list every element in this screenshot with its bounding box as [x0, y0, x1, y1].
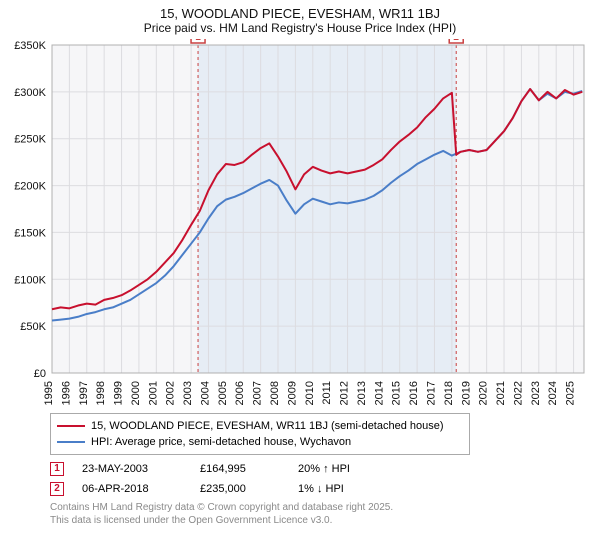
- svg-text:2001: 2001: [147, 381, 159, 405]
- svg-text:2011: 2011: [321, 381, 333, 405]
- svg-text:1: 1: [195, 39, 201, 43]
- svg-text:2024: 2024: [547, 381, 559, 405]
- svg-text:2: 2: [453, 39, 459, 43]
- footer-line-1: Contains HM Land Registry data © Crown c…: [50, 501, 592, 514]
- legend-swatch-property: [57, 425, 85, 427]
- chart-subtitle: Price paid vs. HM Land Registry's House …: [8, 21, 592, 35]
- svg-text:2021: 2021: [495, 381, 507, 405]
- event-date-1: 23-MAY-2003: [82, 459, 182, 479]
- svg-text:1998: 1998: [95, 381, 107, 405]
- svg-text:2016: 2016: [408, 381, 420, 405]
- event-pct-1: 20% ↑ HPI: [298, 459, 388, 479]
- legend-item-property: 15, WOODLAND PIECE, EVESHAM, WR11 1BJ (s…: [57, 418, 463, 434]
- svg-text:£250K: £250K: [14, 134, 46, 146]
- event-row-2: 2 06-APR-2018 £235,000 1% ↓ HPI: [50, 479, 592, 499]
- svg-text:2006: 2006: [234, 381, 246, 405]
- svg-text:2015: 2015: [391, 381, 403, 405]
- event-marker-1: 1: [50, 462, 64, 476]
- svg-text:1999: 1999: [113, 381, 125, 405]
- svg-text:2018: 2018: [443, 381, 455, 405]
- svg-text:£150K: £150K: [14, 227, 46, 239]
- svg-text:2004: 2004: [199, 381, 211, 405]
- svg-text:2009: 2009: [286, 381, 298, 405]
- svg-text:1997: 1997: [78, 381, 90, 405]
- legend-label-property: 15, WOODLAND PIECE, EVESHAM, WR11 1BJ (s…: [91, 418, 444, 434]
- event-table: 1 23-MAY-2003 £164,995 20% ↑ HPI 2 06-AP…: [50, 459, 592, 499]
- svg-text:2010: 2010: [304, 381, 316, 405]
- svg-text:2000: 2000: [130, 381, 142, 405]
- svg-text:£350K: £350K: [14, 40, 46, 52]
- chart-area: £0 £50K £100K £150K £200K £250K £300K £350K 1995…: [8, 39, 592, 407]
- legend-label-hpi: HPI: Average price, semi-detached house,…: [91, 434, 351, 450]
- svg-text:£50K: £50K: [20, 321, 46, 333]
- event-marker-2: 2: [50, 482, 64, 496]
- svg-text:£100K: £100K: [14, 274, 46, 286]
- svg-text:2020: 2020: [478, 381, 490, 405]
- svg-text:2012: 2012: [339, 381, 351, 405]
- event-price-1: £164,995: [200, 459, 280, 479]
- svg-text:1996: 1996: [60, 381, 72, 405]
- svg-text:2017: 2017: [425, 381, 437, 405]
- event-row-1: 1 23-MAY-2003 £164,995 20% ↑ HPI: [50, 459, 592, 479]
- legend-swatch-hpi: [57, 441, 85, 443]
- svg-text:2005: 2005: [217, 381, 229, 405]
- legend: 15, WOODLAND PIECE, EVESHAM, WR11 1BJ (s…: [50, 413, 470, 455]
- svg-text:1995: 1995: [43, 381, 55, 405]
- svg-text:£200K: £200K: [14, 181, 46, 193]
- svg-text:2003: 2003: [182, 381, 194, 405]
- line-chart: £0 £50K £100K £150K £200K £250K £300K £350K 1995…: [8, 39, 592, 407]
- svg-text:2013: 2013: [356, 381, 368, 405]
- event-date-2: 06-APR-2018: [82, 479, 182, 499]
- svg-text:2025: 2025: [565, 381, 577, 405]
- svg-text:2022: 2022: [512, 381, 524, 405]
- svg-text:2014: 2014: [373, 381, 385, 405]
- legend-item-hpi: HPI: Average price, semi-detached house,…: [57, 434, 463, 450]
- svg-text:£300K: £300K: [14, 87, 46, 99]
- footer-attribution: Contains HM Land Registry data © Crown c…: [50, 501, 592, 527]
- svg-text:2007: 2007: [252, 381, 264, 405]
- event-price-2: £235,000: [200, 479, 280, 499]
- svg-text:2023: 2023: [530, 381, 542, 405]
- svg-text:2008: 2008: [269, 381, 281, 405]
- event-pct-2: 1% ↓ HPI: [298, 479, 388, 499]
- svg-text:£0: £0: [34, 368, 46, 380]
- chart-title: 15, WOODLAND PIECE, EVESHAM, WR11 1BJ: [8, 6, 592, 21]
- footer-line-2: This data is licensed under the Open Gov…: [50, 514, 592, 527]
- svg-text:2002: 2002: [165, 381, 177, 405]
- svg-text:2019: 2019: [460, 381, 472, 405]
